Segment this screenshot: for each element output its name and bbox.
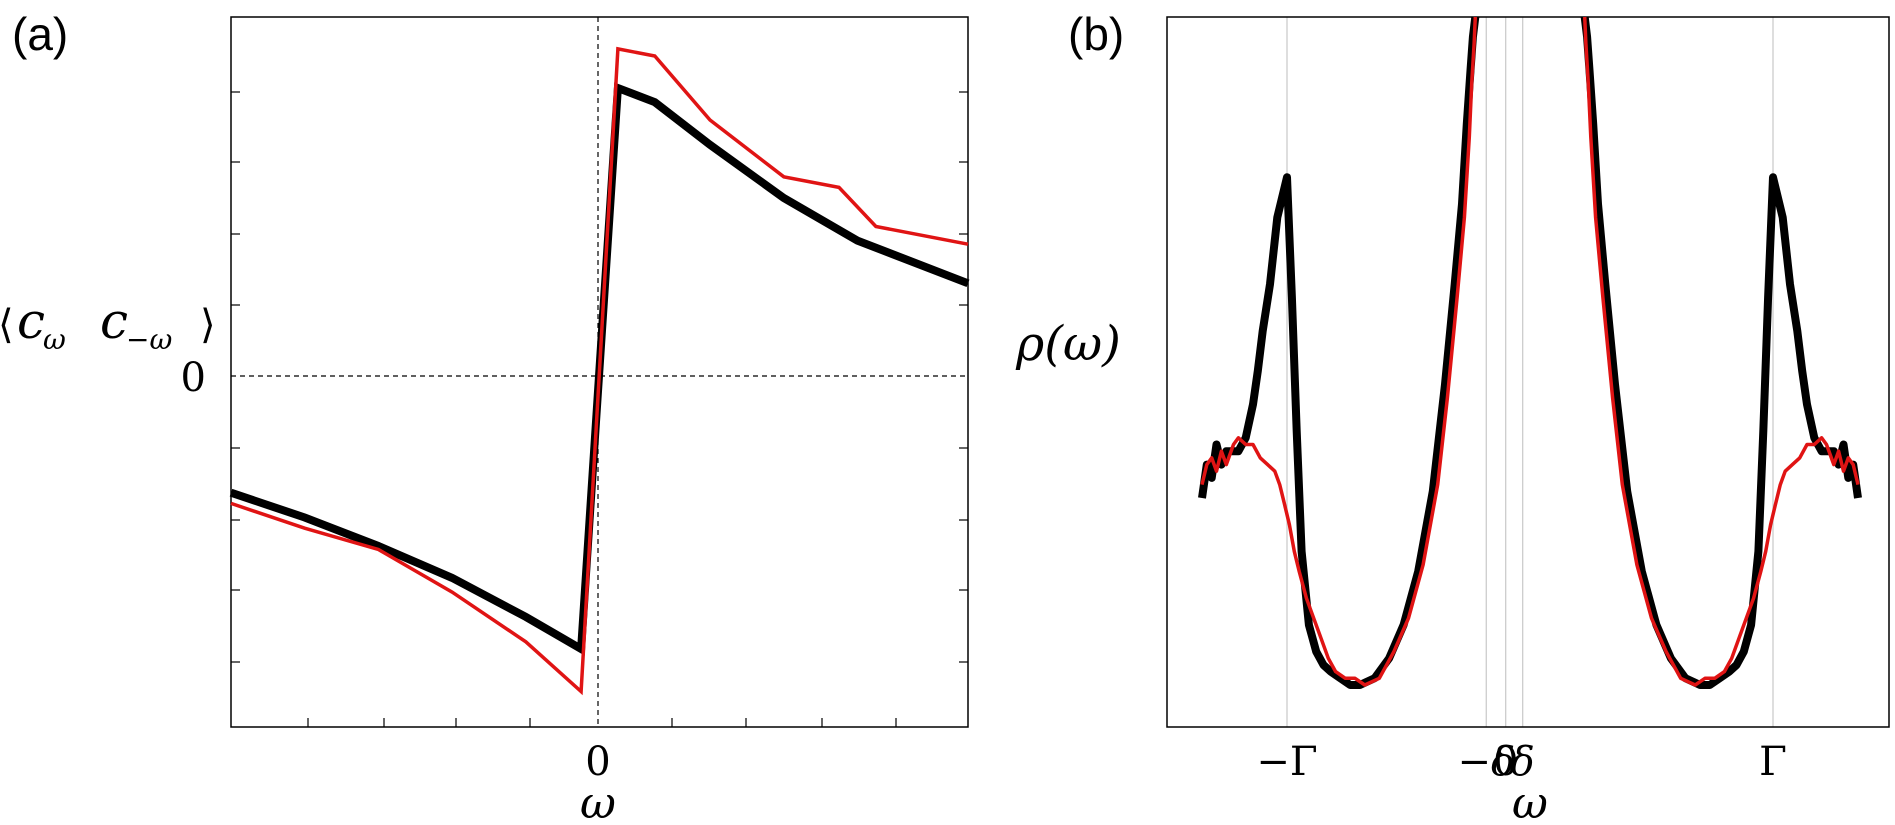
panel-b-series xyxy=(1198,16,1862,689)
panel-b-xtick-label-1: −δ xyxy=(1457,739,1515,785)
panel-b-xtick-label-3: δ xyxy=(1511,739,1535,785)
ylabel-bracket-left: ⟨ xyxy=(0,302,14,348)
panel-a-frame xyxy=(230,16,969,728)
panel-b-frame xyxy=(1166,16,1890,728)
panel-b-xlabel: ω xyxy=(1512,778,1548,825)
panel-b-ylabel: ρ(ω) xyxy=(1015,316,1121,372)
ylabel-bracket-right: ⟩ xyxy=(200,302,216,348)
panel-b-series-red-left xyxy=(1200,16,1478,687)
panel-b-series-red-right xyxy=(1582,16,1860,687)
panel-b-series-black-left xyxy=(1198,16,1480,689)
panel-b-xtick-label-4: Γ xyxy=(1759,739,1787,785)
panel-b-label: (b) xyxy=(1068,8,1124,60)
ylabel-sub1: ω xyxy=(43,323,66,356)
panel-a-series xyxy=(229,46,970,696)
panel-a-xlabel: ω xyxy=(580,778,616,825)
panel-a-xtick-label-0: 0 xyxy=(585,739,610,785)
panel-b-series-black-right xyxy=(1580,16,1862,689)
panel-b-xtick-label-2: 0 xyxy=(1493,739,1518,785)
panel-b-xtick-labels: −Γ −δ0δ Γ xyxy=(1256,739,1787,785)
panel-a: (a) ⟨ c ω c −ω ⟩ 0 0 ω xyxy=(0,8,970,825)
panel-a-ticks xyxy=(231,91,968,727)
panel-b-gridlines xyxy=(1286,17,1774,727)
ylabel-c2: c xyxy=(100,292,128,350)
panel-a-label: (a) xyxy=(12,8,68,60)
panel-b: (b) ρ(ω) −Γ −δ0δ Γ ω xyxy=(1015,8,1890,825)
panel-b-xtick-label-0: −Γ xyxy=(1256,739,1317,785)
ylabel-sub2: −ω xyxy=(126,323,172,356)
panel-a-ytick-label-0: 0 xyxy=(181,355,206,401)
ylabel-c1: c xyxy=(17,292,45,350)
panel-a-ylabel: ⟨ c ω c −ω ⟩ xyxy=(0,292,216,356)
panel-a-series-red xyxy=(230,46,969,696)
